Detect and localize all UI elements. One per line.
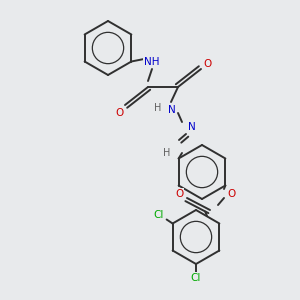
Text: O: O [115,108,123,118]
Text: H: H [154,103,162,113]
Text: Cl: Cl [153,211,164,220]
Text: NH: NH [144,57,160,67]
Text: N: N [188,122,196,132]
Text: Cl: Cl [191,273,201,283]
Text: O: O [228,189,236,199]
Text: H: H [163,148,171,158]
Text: O: O [203,59,211,69]
Text: O: O [175,189,183,199]
Text: N: N [168,105,176,115]
